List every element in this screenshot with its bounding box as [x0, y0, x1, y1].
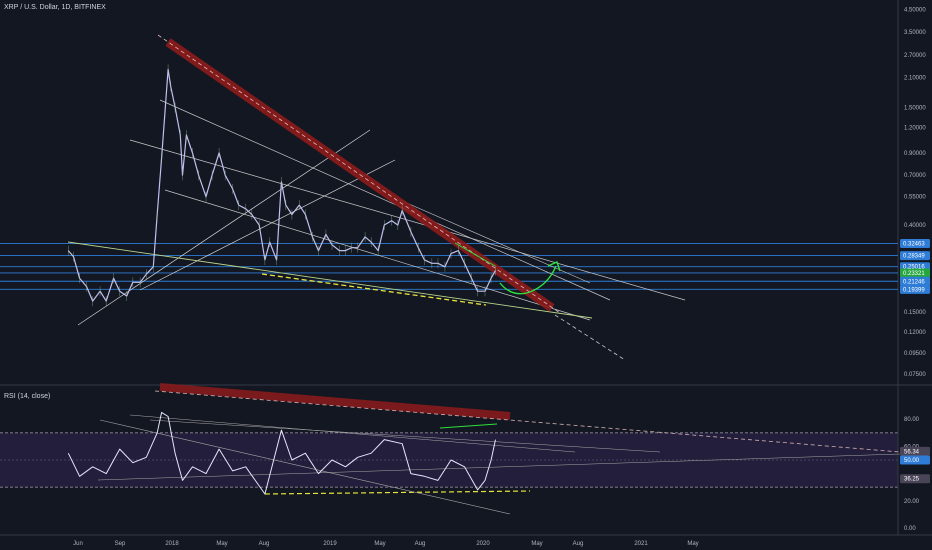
rsi-tick-label: 20.00: [904, 499, 920, 505]
rsi-channel-line: [99, 419, 511, 515]
price-tag-label: 0.25016: [903, 265, 925, 271]
rsi-support-dashed: [264, 490, 531, 495]
chart-title: XRP / U.S. Dollar, 1D, BITFINEX: [4, 4, 106, 11]
time-axis-label: Aug: [259, 541, 270, 547]
time-axis-label: May: [531, 541, 542, 547]
time-axis-label: 2021: [634, 541, 648, 547]
price-series: [67, 68, 497, 302]
rsi-tick-label: 80.00: [904, 417, 920, 423]
support-dashed-line: [261, 273, 487, 306]
price-tick-label: 0.07500: [904, 372, 926, 378]
price-tag: [900, 284, 930, 294]
projection-arrow: [499, 265, 557, 295]
price-tick-label: 2.70000: [904, 53, 926, 59]
price-tag-label: 0.19399: [903, 287, 925, 293]
price-tick-label: 0.12000: [904, 330, 926, 336]
time-axis-label: May: [374, 541, 385, 547]
time-axis-label: 2020: [476, 541, 490, 547]
price-tick-label: 1.20000: [904, 125, 926, 131]
time-axis-label: Sep: [115, 541, 126, 547]
rsi-downtrend-band: [159, 383, 511, 420]
price-tag: [900, 268, 930, 278]
price-tick-label: 3.50000: [904, 30, 926, 36]
rsi-green-line: [439, 423, 498, 429]
price-tick-label: 0.40000: [904, 223, 926, 229]
rsi-value-label: 56.34: [904, 449, 920, 455]
price-tag-label: 0.23321: [903, 271, 925, 277]
price-tag-label: 0.32463: [903, 242, 925, 248]
price-tick-label: 0.55000: [904, 195, 926, 201]
downtrend-dashed-line: [157, 34, 561, 314]
rsi-value-tag: [900, 474, 930, 484]
rsi-tick-label: 0.00: [904, 526, 916, 532]
time-axis-label: Aug: [415, 541, 426, 547]
time-axis-label: Jun: [73, 541, 83, 547]
channel-line: [159, 99, 611, 301]
price-tick-label: 2.10000: [904, 76, 926, 82]
price-tick-label: 0.90000: [904, 151, 926, 157]
time-axis-label: May: [687, 541, 698, 547]
time-axis-label: 2018: [165, 541, 179, 547]
rsi-fan-line: [149, 419, 661, 453]
price-tag: [900, 251, 930, 261]
rsi-value-label: 36.25: [904, 477, 920, 483]
price-tag-label: 0.28349: [903, 254, 925, 260]
price-tag-label: 0.21246: [903, 279, 925, 285]
rsi-value-tag: [900, 446, 930, 456]
time-axis-label: 2019: [323, 541, 337, 547]
rsi-value-label: 50.00: [904, 458, 920, 464]
price-tag: [900, 276, 930, 286]
support-trend-line: [67, 241, 593, 319]
price-tick-label: 1.50000: [904, 105, 926, 111]
price-tick-label: 0.70000: [904, 173, 926, 179]
price-tick-label: 4.50000: [904, 8, 926, 14]
channel-line: [164, 189, 591, 321]
rsi-value-tag: [900, 455, 930, 465]
channel-line: [399, 199, 591, 284]
time-axis-label: Aug: [573, 541, 584, 547]
rsi-dashed-trendline: [154, 390, 901, 453]
rsi-fan-line: [129, 414, 576, 453]
rsi-series: [67, 411, 496, 495]
rsi-fan-line: [97, 453, 901, 481]
rsi-title: RSI (14, close): [4, 393, 50, 400]
price-tick-label: 0.15000: [904, 310, 926, 316]
green-trend-line: [454, 242, 496, 267]
price-tick-label: 0.09500: [904, 351, 926, 357]
arrow-head-icon: [547, 261, 561, 272]
time-axis-label: May: [216, 541, 227, 547]
channel-line: [139, 159, 396, 291]
price-tag: [900, 239, 930, 249]
